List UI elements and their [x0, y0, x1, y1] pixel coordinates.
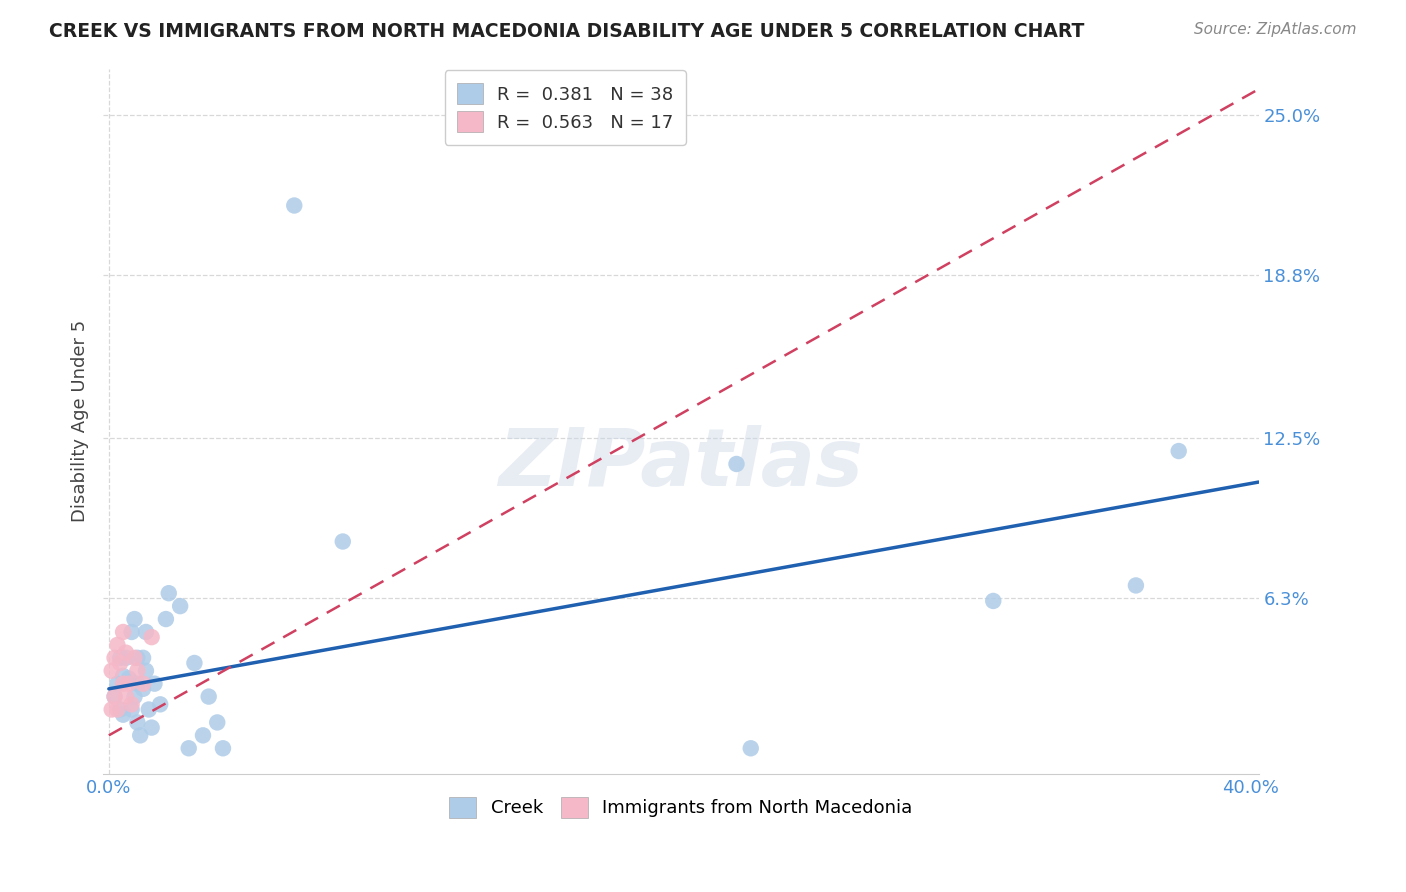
- Point: [105, 638, 128, 652]
- Point: [112, 669, 135, 683]
- Point: [141, 721, 163, 735]
- Point: [121, 624, 143, 639]
- Text: CREEK VS IMMIGRANTS FROM NORTH MACEDONIA DISABILITY AGE UNDER 5 CORRELATION CHAR: CREEK VS IMMIGRANTS FROM NORTH MACEDONIA…: [49, 22, 1084, 41]
- Point: [177, 741, 200, 756]
- Point: [138, 702, 160, 716]
- Point: [132, 650, 155, 665]
- Point: [981, 594, 1004, 608]
- Point: [115, 650, 138, 665]
- Point: [191, 728, 214, 742]
- Point: [115, 690, 138, 704]
- Point: [105, 702, 128, 716]
- Point: [155, 612, 177, 626]
- Point: [112, 676, 135, 690]
- Point: [183, 656, 205, 670]
- Point: [169, 599, 191, 614]
- Point: [103, 690, 125, 704]
- Point: [118, 672, 141, 686]
- Point: [110, 702, 132, 716]
- Point: [103, 690, 125, 704]
- Point: [143, 676, 166, 690]
- Point: [124, 650, 146, 665]
- Point: [135, 664, 157, 678]
- Point: [112, 624, 135, 639]
- Point: [135, 624, 157, 639]
- Point: [118, 676, 141, 690]
- Point: [124, 690, 146, 704]
- Point: [121, 702, 143, 716]
- Point: [132, 681, 155, 696]
- Point: [283, 198, 305, 212]
- Point: [157, 586, 180, 600]
- Point: [110, 656, 132, 670]
- Point: [207, 715, 229, 730]
- Point: [127, 715, 149, 730]
- Point: [740, 741, 762, 756]
- Point: [725, 457, 748, 471]
- Text: ZIPatlas: ZIPatlas: [498, 425, 863, 503]
- Point: [132, 676, 155, 690]
- Point: [100, 702, 122, 716]
- Text: Source: ZipAtlas.com: Source: ZipAtlas.com: [1194, 22, 1357, 37]
- Point: [110, 650, 132, 665]
- Point: [127, 650, 149, 665]
- Point: [332, 534, 354, 549]
- Point: [197, 690, 219, 704]
- Y-axis label: Disability Age Under 5: Disability Age Under 5: [72, 320, 89, 523]
- Point: [103, 650, 125, 665]
- Point: [149, 698, 172, 712]
- Point: [112, 707, 135, 722]
- Point: [124, 612, 146, 626]
- Point: [129, 728, 152, 742]
- Legend: Creek, Immigrants from North Macedonia: Creek, Immigrants from North Macedonia: [441, 789, 920, 825]
- Point: [127, 664, 149, 678]
- Point: [100, 664, 122, 678]
- Point: [1125, 578, 1147, 592]
- Point: [105, 676, 128, 690]
- Point: [212, 741, 235, 756]
- Point: [1167, 444, 1189, 458]
- Point: [141, 630, 163, 644]
- Point: [127, 676, 149, 690]
- Point: [115, 646, 138, 660]
- Point: [121, 698, 143, 712]
